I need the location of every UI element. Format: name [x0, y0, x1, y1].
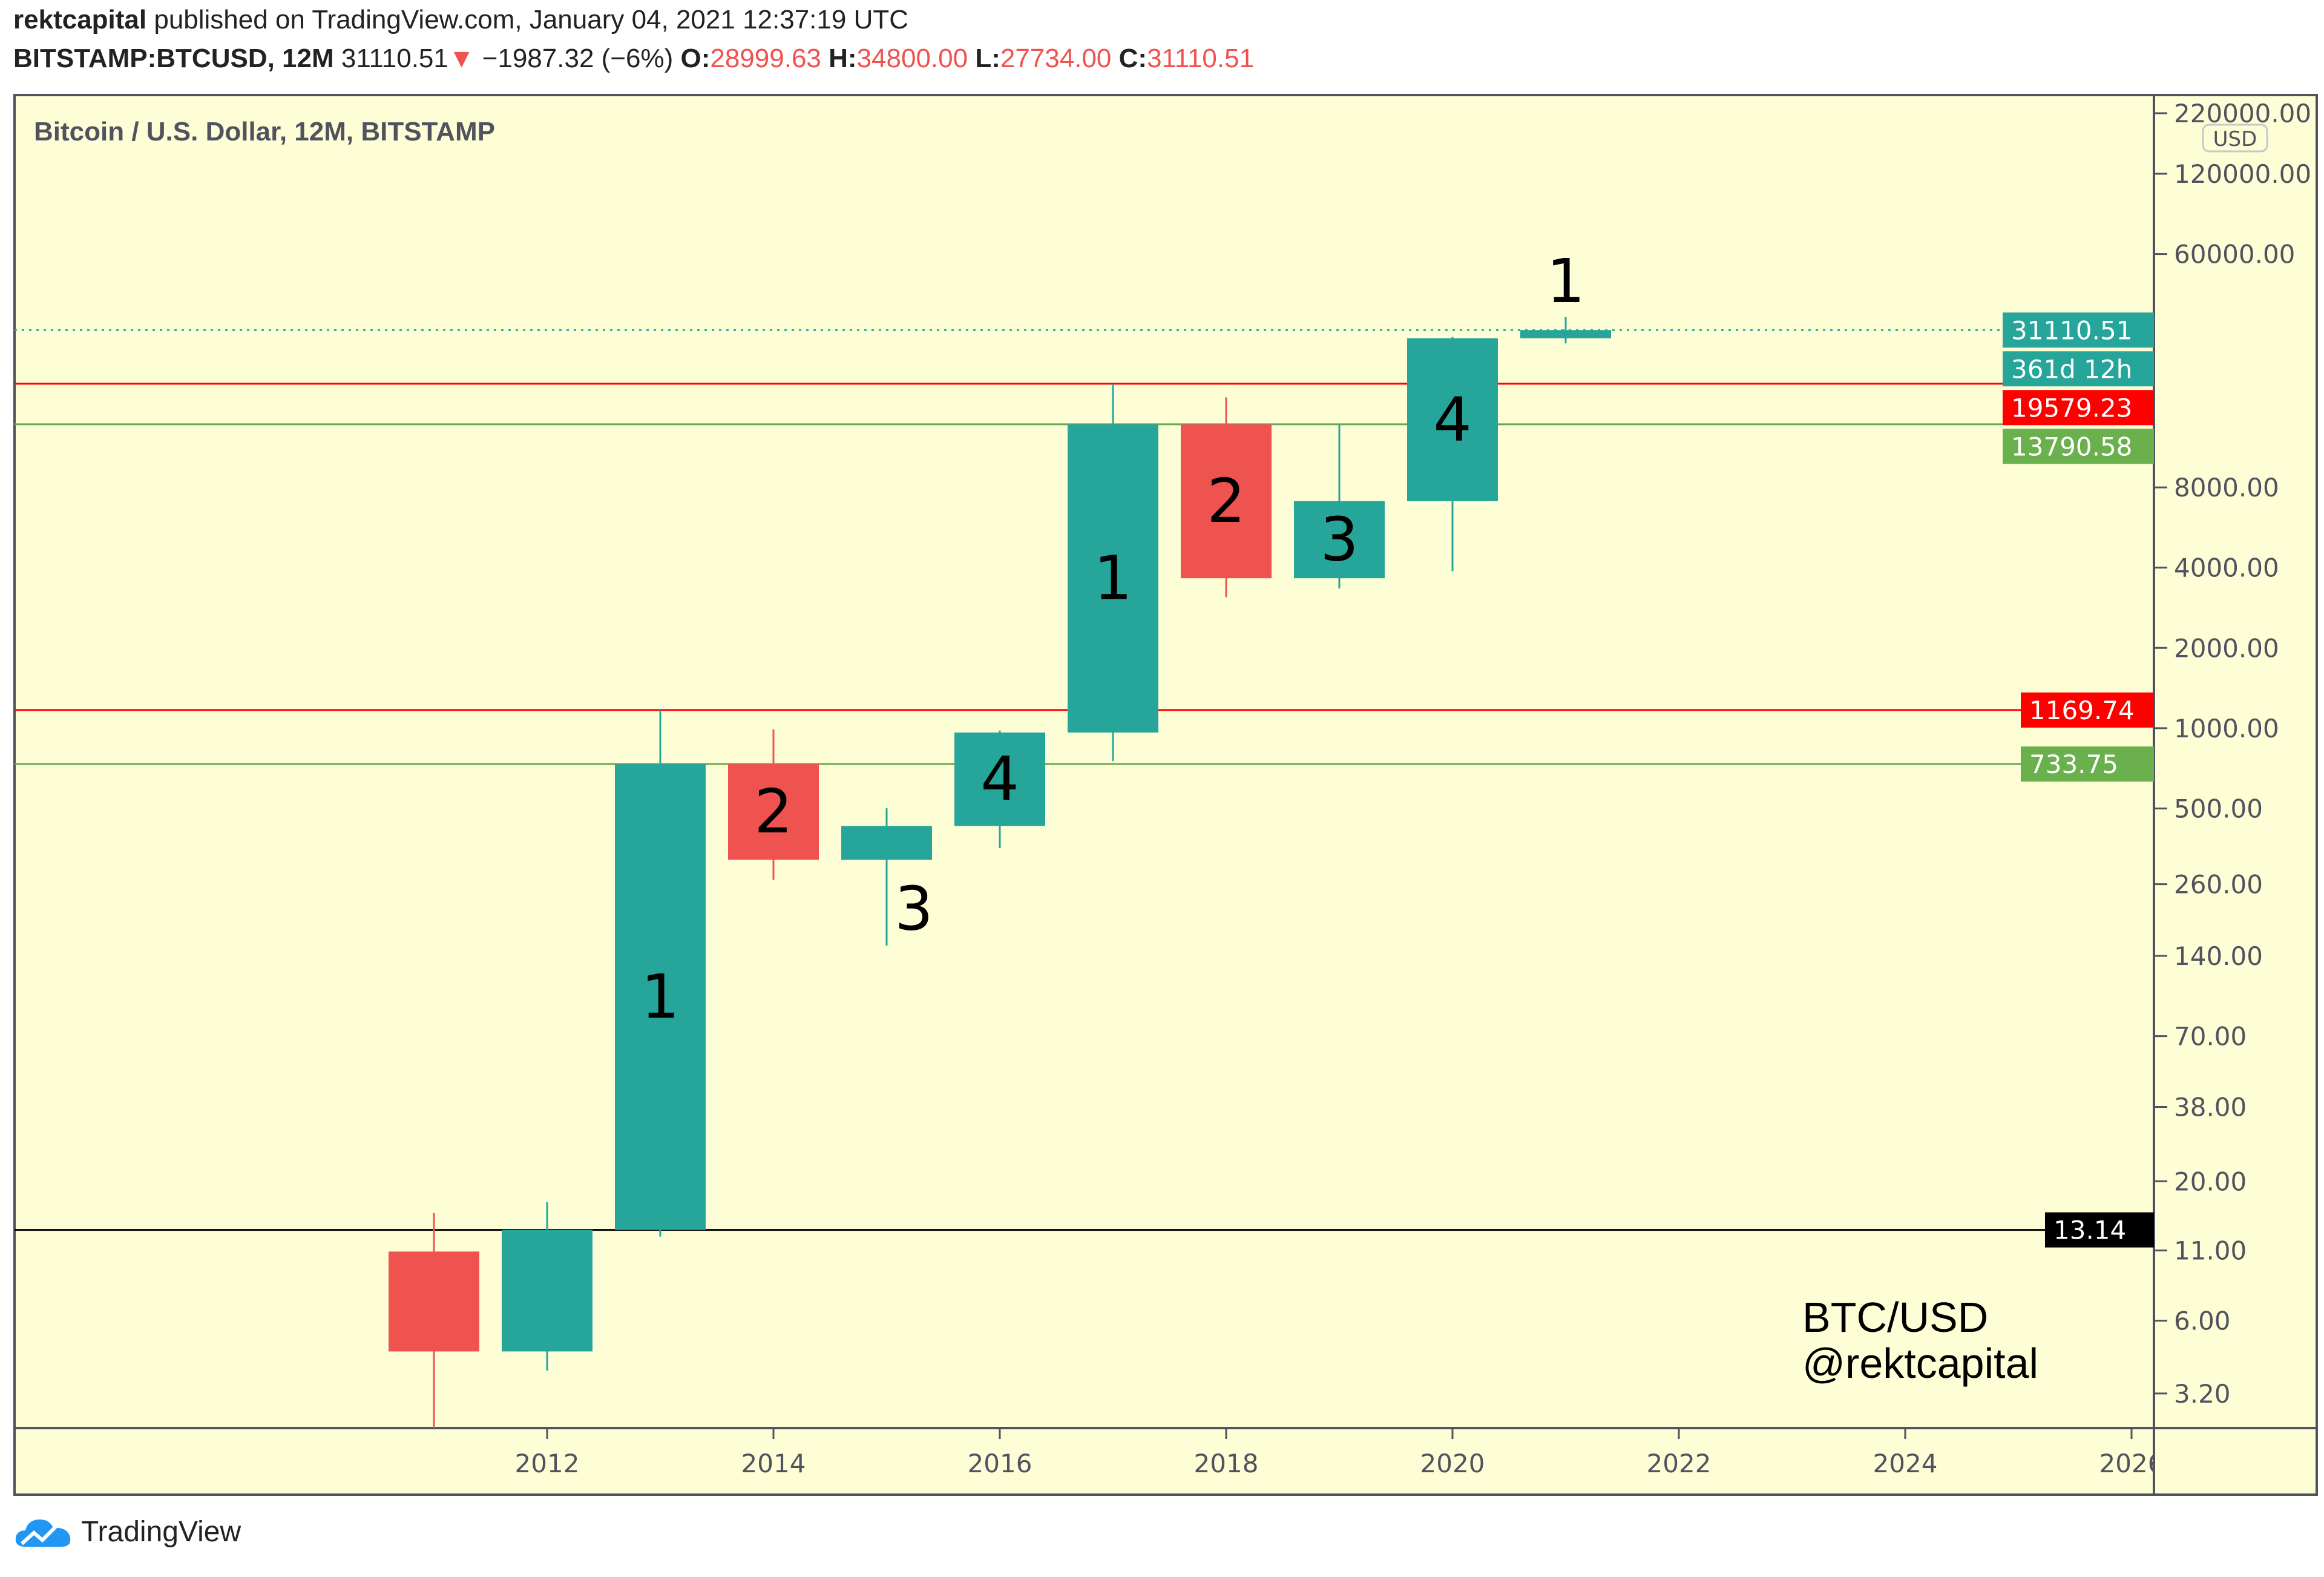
price-label-box [2003, 390, 2154, 426]
candle-body-2015 [841, 826, 932, 860]
countdown-label: 361d 12h [2011, 354, 2132, 384]
y-tick-label: 1000.00 [2174, 714, 2279, 743]
wave-annotation: 3 [894, 873, 933, 944]
close-label: C: [1118, 44, 1147, 73]
wave-annotation: 1 [641, 961, 680, 1032]
y-tick-label: 20.00 [2174, 1167, 2247, 1196]
down-arrow-icon: ▼ [448, 44, 475, 73]
publish-text: published on TradingView.com, January 04… [154, 5, 908, 35]
x-tick-label: 2024 [1873, 1449, 1938, 1478]
y-tick-label: 500.00 [2174, 794, 2263, 823]
y-tick-label: 3.20 [2174, 1379, 2231, 1409]
x-tick-label: 2022 [1647, 1449, 1712, 1478]
candle-body-2021 [1520, 330, 1611, 338]
y-tick-label: 70.00 [2174, 1022, 2247, 1052]
currency-label: USD [2213, 127, 2257, 151]
price-label: 733.75 [2029, 749, 2118, 779]
x-tick-label: 2016 [968, 1449, 1032, 1478]
y-tick-label: 6.00 [2174, 1306, 2231, 1336]
last-price: 31110.51 [341, 44, 448, 73]
y-tick-label: 8000.00 [2174, 473, 2279, 502]
candle-body-2018 [1181, 424, 1272, 579]
candle-body-2011 [389, 1251, 479, 1352]
change: −1987.32 (−6%) [482, 44, 674, 73]
wave-annotation: 4 [980, 743, 1019, 814]
x-tick-label: 2012 [515, 1449, 580, 1478]
candle-body-2019 [1294, 501, 1385, 579]
tradingview-brand[interactable]: TradingView [81, 1515, 241, 1548]
price-label-box [2003, 429, 2154, 464]
symbol: BITSTAMP:BTCUSD, 12M [13, 44, 334, 73]
y-tick-label: 60000.00 [2174, 240, 2295, 269]
wave-annotation: 1 [1546, 246, 1585, 317]
axis-corner [2155, 1429, 2316, 1493]
x-tick-label: 2026 [2099, 1449, 2164, 1478]
y-tick-label: 2000.00 [2174, 633, 2279, 663]
wave-annotation: 3 [1320, 504, 1359, 575]
chart-background [13, 94, 2318, 1496]
high-label: H: [829, 44, 857, 73]
symbol-info: BITSTAMP:BTCUSD, 12M 31110.51▼ −1987.32 … [13, 44, 1254, 74]
author-link[interactable]: rektcapital [13, 5, 147, 35]
price-label: 13790.58 [2011, 432, 2132, 461]
publish-info: rektcapital published on TradingView.com… [13, 5, 908, 35]
candle-body-2012 [502, 1230, 592, 1352]
y-tick-label: 220000.00 [2174, 99, 2311, 128]
watermark-text: @rektcapital [1802, 1340, 2038, 1387]
candle-body-2016 [954, 733, 1045, 826]
wave-annotation: 4 [1433, 384, 1472, 455]
wave-annotation: 2 [754, 776, 793, 847]
price-label: 1169.74 [2029, 696, 2135, 725]
y-tick-label: 4000.00 [2174, 553, 2279, 583]
y-tick-label: 140.00 [2174, 941, 2263, 971]
chart-title: Bitcoin / U.S. Dollar, 12M, BITSTAMP [34, 117, 495, 147]
price-label: 13.14 [2053, 1216, 2126, 1245]
price-label-box [2003, 312, 2154, 348]
candle-body-2017 [1068, 424, 1158, 733]
x-tick-label: 2018 [1194, 1449, 1259, 1478]
price-label: 19579.23 [2011, 393, 2132, 423]
y-tick-label: 38.00 [2174, 1092, 2247, 1122]
price-label: 31110.51 [2011, 315, 2132, 345]
candle-body-2013 [615, 764, 706, 1230]
currency-badge [2202, 123, 2268, 153]
y-tick-label: 120000.00 [2174, 159, 2311, 189]
candle-body-2014 [728, 764, 819, 860]
x-tick-label: 2020 [1420, 1449, 1485, 1478]
low-value: 27734.00 [1000, 44, 1112, 73]
watermark-text: BTC/USD [1802, 1294, 1988, 1341]
low-label: L: [975, 44, 1000, 73]
y-tick-label: 11.00 [2174, 1236, 2247, 1266]
candle-body-2020 [1407, 338, 1498, 501]
close-value: 31110.51 [1147, 44, 1255, 73]
high-value: 34800.00 [856, 44, 968, 73]
price-label-box [2045, 1212, 2154, 1248]
y-tick-label: 260.00 [2174, 870, 2263, 900]
tradingview-cloud-icon [15, 1519, 71, 1547]
price-label-box [2021, 692, 2154, 728]
price-label-box [2021, 746, 2154, 782]
x-tick-label: 2014 [741, 1449, 806, 1478]
open-label: O: [680, 44, 711, 73]
wave-annotation: 1 [1094, 542, 1132, 613]
wave-annotation: 2 [1207, 466, 1246, 536]
footer: TradingView [13, 1513, 241, 1550]
open-value: 28999.63 [710, 44, 821, 73]
countdown-label-box [2003, 351, 2154, 387]
